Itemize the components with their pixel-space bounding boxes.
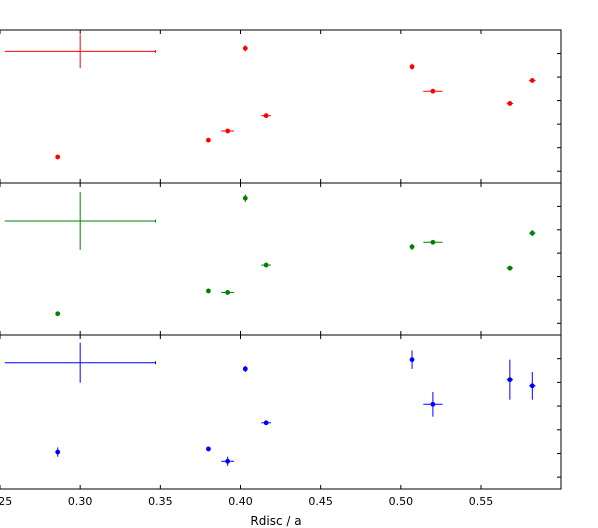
panel-1 [0,29,562,184]
data-point [263,113,269,119]
data-point [529,383,535,389]
data-point [409,64,415,70]
data-point [55,154,61,160]
data-point [529,230,535,236]
x-tick-label: 0.45 [308,495,333,508]
data-point [409,244,415,250]
x-axis: 0.25 0.30 0.35 0.40 0.45 0.50 0.55 [0,495,493,508]
panel-frame [0,334,562,490]
x-tick-label: 0.40 [228,495,253,508]
data-point [242,45,248,51]
data-point [507,101,513,106]
panel-frame [0,182,562,336]
x-tick-label: 0.55 [469,495,494,508]
panels [0,29,562,490]
x-tick-label: 0.25 [0,495,12,508]
x-axis-label: Rdisc / a [250,514,301,528]
data-point [206,137,211,143]
panel-3 [0,334,562,490]
data-point [225,128,231,134]
data-point [529,78,535,83]
x-tick-label: 0.50 [389,495,414,508]
data-point [409,357,415,363]
data-point [206,288,211,294]
data-point [225,290,231,295]
panel-frame [0,29,562,184]
data-point [507,377,513,383]
data-point [242,195,248,201]
data-point [55,311,61,317]
panel-2 [0,182,562,336]
data-point [55,449,61,455]
x-tick-label: 0.35 [148,495,173,508]
data-point [206,446,211,452]
data-point [430,401,436,407]
data-point [242,366,248,372]
data-point [263,262,269,268]
x-tick-label: 0.30 [68,495,93,508]
data-point [225,458,231,464]
data-point [430,88,436,94]
data-point [430,239,436,245]
data-point [263,420,269,426]
data-point [507,265,513,271]
